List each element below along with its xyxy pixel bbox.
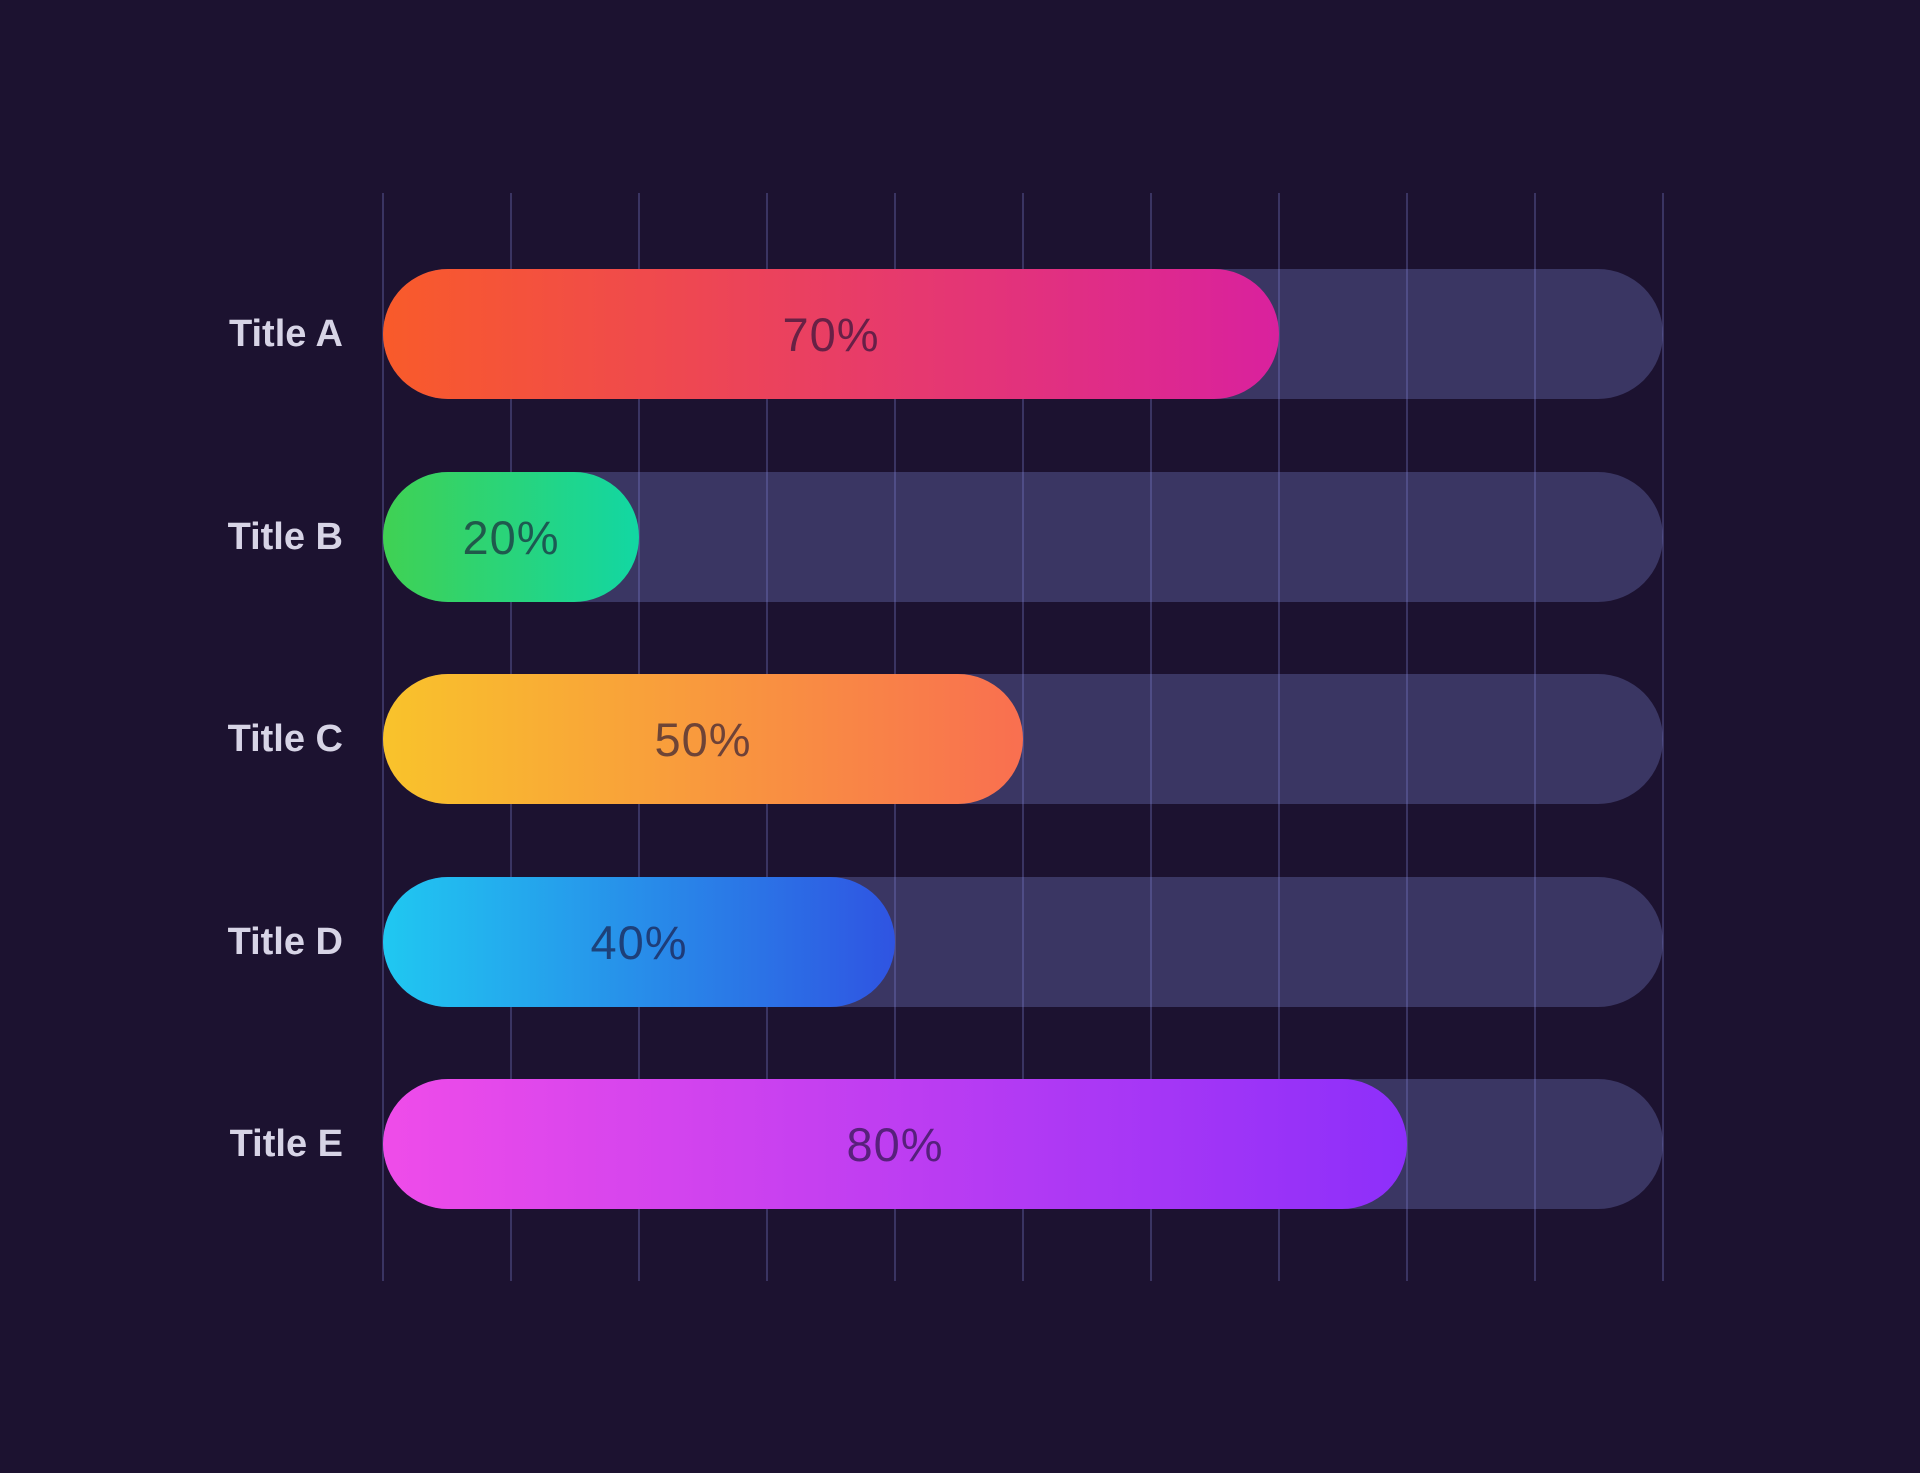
bar-fill: 70%	[383, 269, 1279, 399]
bar-row: Title E 80%	[0, 1079, 1920, 1209]
bar-fill: 50%	[383, 674, 1023, 804]
bar-track: 80%	[383, 1079, 1663, 1209]
value-label: 40%	[590, 915, 688, 969]
bar-row: Title B 20%	[0, 472, 1920, 602]
category-label: Title B	[227, 516, 343, 558]
value-label: 70%	[782, 307, 880, 361]
value-label: 20%	[462, 510, 560, 564]
category-label: Title D	[227, 921, 343, 963]
gridline	[1278, 193, 1280, 1281]
bar-track: 20%	[383, 472, 1663, 602]
value-label: 50%	[654, 712, 752, 766]
gridline	[1534, 193, 1536, 1281]
bar-row: Title D 40%	[0, 877, 1920, 1007]
gridline	[1150, 193, 1152, 1281]
category-label: Title C	[227, 718, 343, 760]
category-label: Title E	[229, 1123, 343, 1165]
gridline	[1406, 193, 1408, 1281]
bar-row: Title C 50%	[0, 674, 1920, 804]
bar-track: 70%	[383, 269, 1663, 399]
gridline	[1022, 193, 1024, 1281]
bar-fill: 80%	[383, 1079, 1407, 1209]
bar-row: Title A 70%	[0, 269, 1920, 399]
bar-fill: 20%	[383, 472, 639, 602]
bar-fill: 40%	[383, 877, 895, 1007]
bar-track: 40%	[383, 877, 1663, 1007]
gridline	[1662, 193, 1664, 1281]
value-label: 80%	[846, 1117, 944, 1171]
category-label: Title A	[228, 313, 343, 355]
bar-track: 50%	[383, 674, 1663, 804]
